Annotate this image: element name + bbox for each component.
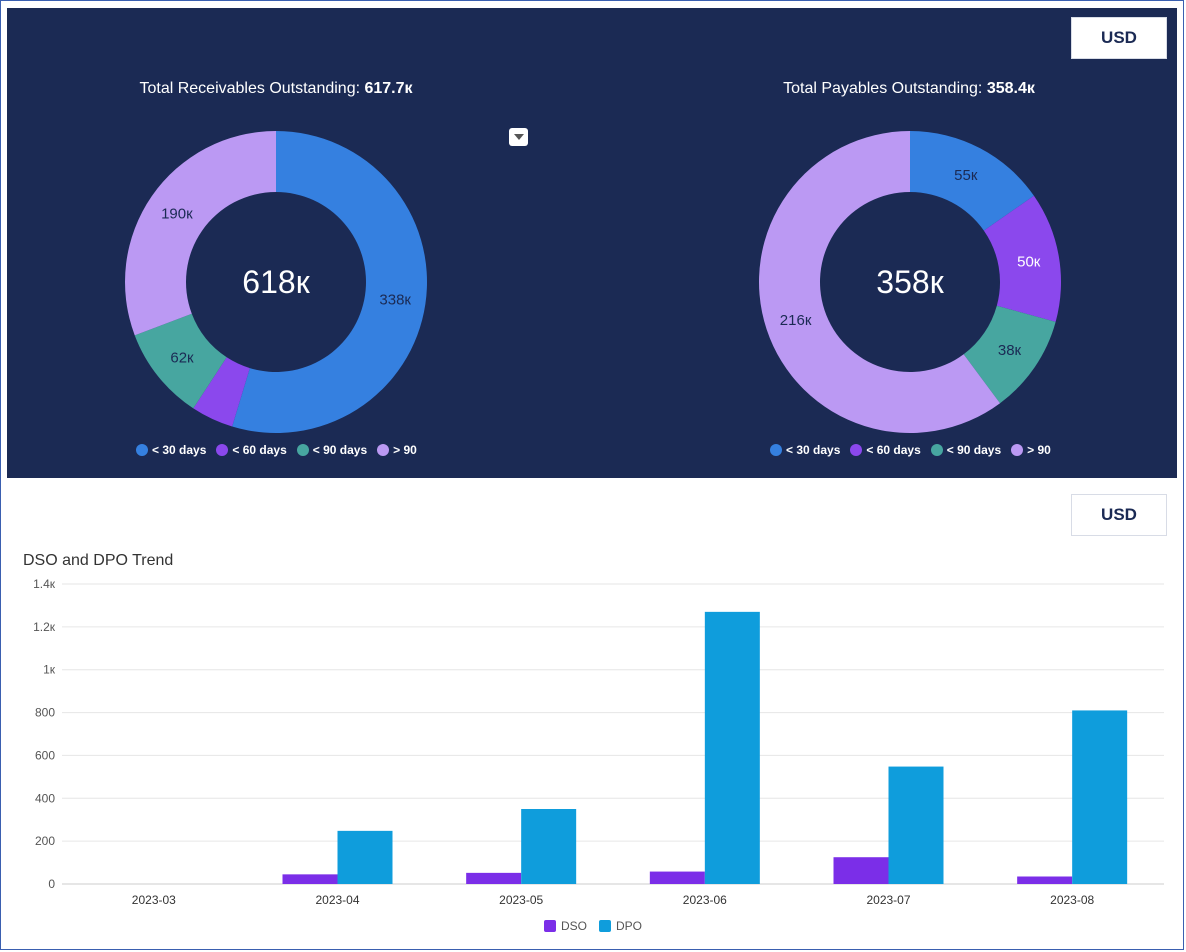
payables-legend: < 30 days < 60 days < 90 days > 90 [770, 443, 1051, 457]
receivables-legend-label-1: < 60 days [232, 443, 287, 457]
y-tick-label: 1.4к [33, 577, 56, 591]
bar-dso-2023-05[interactable] [466, 872, 522, 884]
y-tick-label: 600 [35, 748, 55, 762]
payables-legend-item-0[interactable]: < 30 days [770, 443, 840, 457]
legend-dot-icon [770, 444, 782, 456]
trend-chart-title: DSO and DPO Trend [23, 552, 174, 569]
currency-button-top[interactable]: USD [1071, 17, 1167, 59]
receivables-legend: < 30 days < 60 days < 90 days > 90 [136, 443, 417, 457]
payables-legend-label-0: < 30 days [786, 443, 841, 457]
receivables-legend-label-3: > 90 [393, 443, 417, 457]
x-tick-label: 2023-03 [132, 893, 176, 907]
legend-dot-icon [136, 444, 148, 456]
bar-dso-2023-07[interactable] [833, 857, 889, 884]
payables-legend-label-1: < 60 days [866, 443, 921, 457]
x-tick-label: 2023-08 [1050, 893, 1094, 907]
bar-dpo-2023-08[interactable] [1072, 710, 1128, 884]
x-tick-label: 2023-06 [683, 893, 727, 907]
receivables-title: Total Receivables Outstanding: 617.7к [76, 80, 476, 98]
legend-item-dso: DSO [543, 919, 587, 933]
payables-title: Total Payables Outstanding: 358.4к [709, 80, 1109, 98]
x-tick-label: 2023-05 [499, 893, 543, 907]
legend-dot-icon [1011, 444, 1024, 456]
bar-dso-2023-06[interactable] [649, 871, 705, 884]
bar-dpo-2023-04[interactable] [337, 830, 393, 884]
receivables-title-value: 617.7к [364, 80, 413, 97]
trend-legend: DSO DPO [0, 919, 1186, 933]
legend-dot-icon [930, 444, 943, 456]
receivables-legend-item-1[interactable]: < 60 days [216, 443, 287, 457]
y-tick-label: 0 [48, 877, 55, 891]
legend-dot-icon [296, 444, 309, 456]
legend-dot-icon [377, 444, 390, 456]
receivables-legend-item-0[interactable]: < 30 days [136, 443, 206, 457]
y-tick-label: 1к [43, 663, 56, 677]
bar-dpo-2023-05[interactable] [521, 809, 577, 884]
currency-button-bottom[interactable]: USD [1071, 494, 1167, 536]
payables-title-value: 358.4к [986, 80, 1035, 97]
dso-label: DSO [560, 919, 587, 933]
dpo-label: DPO [616, 919, 643, 933]
payables-legend-item-2[interactable]: < 90 days [930, 443, 1002, 457]
y-tick-label: 200 [35, 834, 55, 848]
legend-dot-icon [850, 444, 863, 456]
dpo-swatch [599, 920, 611, 932]
x-tick-label: 2023-07 [866, 893, 910, 907]
bar-dso-2023-04[interactable] [282, 874, 338, 884]
dropdown-toggle[interactable] [509, 128, 528, 146]
payables-legend-item-3[interactable]: > 90 [1011, 443, 1051, 457]
payables-title-prefix: Total Payables Outstanding: [783, 80, 987, 97]
caret-down-icon [513, 134, 524, 140]
payables-legend-item-1[interactable]: < 60 days [850, 443, 921, 457]
receivables-legend-label-2: < 90 days [312, 443, 368, 457]
receivables-legend-label-0: < 30 days [152, 443, 207, 457]
receivables-title-prefix: Total Receivables Outstanding: [139, 80, 365, 97]
y-tick-label: 400 [35, 791, 55, 805]
bar-dpo-2023-07[interactable] [888, 766, 944, 884]
payables-legend-label-3: > 90 [1027, 443, 1051, 457]
y-tick-label: 1.2к [33, 620, 56, 634]
legend-dot-icon [216, 444, 229, 456]
payables-legend-label-2: < 90 days [946, 443, 1002, 457]
x-tick-label: 2023-04 [315, 893, 359, 907]
dso-swatch [543, 920, 556, 932]
y-tick-label: 800 [35, 706, 55, 720]
legend-item-dpo: DPO [599, 919, 642, 933]
bar-dpo-2023-06[interactable] [704, 611, 760, 884]
receivables-legend-item-2[interactable]: < 90 days [296, 443, 368, 457]
receivables-legend-item-3[interactable]: > 90 [377, 443, 417, 457]
bar-dso-2023-08[interactable] [1017, 876, 1073, 885]
